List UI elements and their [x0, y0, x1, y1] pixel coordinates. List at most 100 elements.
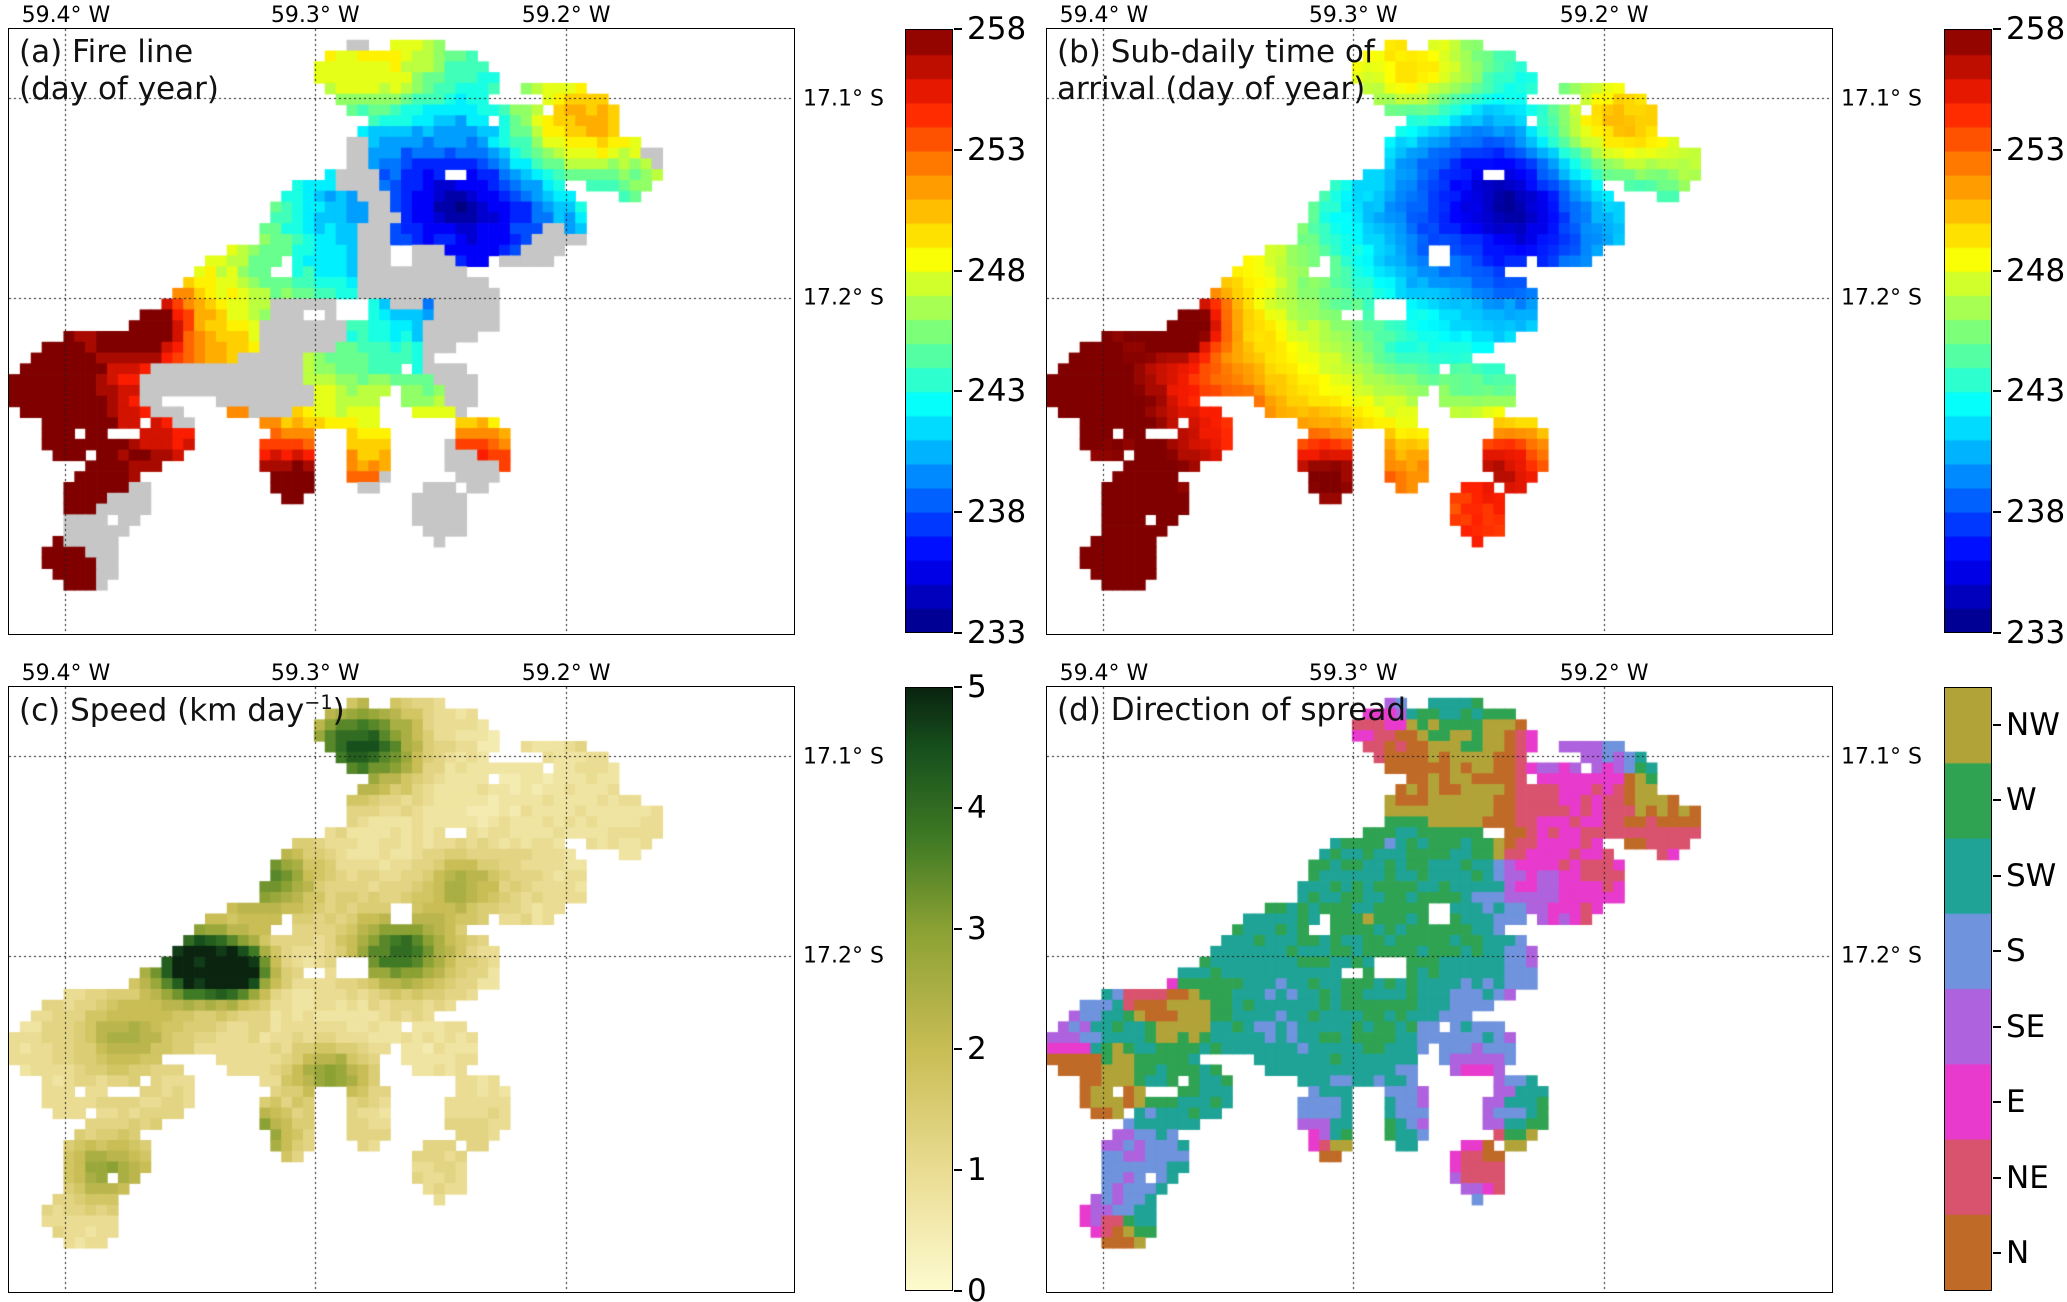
- longitude-axis: 59.4° W 59.3° W 59.2° W: [1046, 660, 1830, 686]
- latitude-axis: 17.1° S 17.2° S: [1835, 686, 1935, 1293]
- direction-map-canvas: [1047, 687, 1831, 1291]
- lat-tick-label: 17.2° S: [803, 943, 884, 969]
- colorbar-tick-label: SE: [2006, 1008, 2046, 1045]
- map-plot-speed: (c) Speed (km day−1): [8, 686, 795, 1293]
- panel-a-title: (a) Fire line (day of year): [19, 34, 219, 107]
- colorbar-tick-label: 233: [2006, 615, 2066, 651]
- colorbar-tick-label: NW: [2006, 706, 2060, 743]
- panel-sub-daily-arrival: 59.4° W 59.3° W 59.2° W (b) Sub-daily time…: [1046, 2, 1922, 635]
- lon-tick-label: 59.4° W: [21, 3, 111, 28]
- colorbar-tick-mark: [1993, 390, 2001, 393]
- colorbar-tick-label: SW: [2006, 857, 2057, 894]
- colorbar-tick-mark: [1993, 148, 2001, 151]
- panel-a-title-line1: (a) Fire line: [19, 34, 194, 70]
- colorbar-day-of-year-b: 233 238 243 248 253 258: [1944, 11, 2065, 651]
- colorbar-tick-mark: [954, 806, 962, 809]
- colorbar-tick-label: 258: [2006, 11, 2066, 47]
- lon-tick-label: 59.4° W: [21, 661, 111, 686]
- colorbar-tick-label: 5: [967, 669, 987, 705]
- colorbar-tick-mark: [954, 511, 962, 514]
- lon-tick-label: 59.4° W: [1059, 3, 1149, 28]
- colorbar-tick-label: 2: [967, 1031, 987, 1068]
- panel-a-title-line2: (day of year): [19, 70, 219, 107]
- lat-tick-label: 17.1° S: [803, 86, 884, 112]
- panel-c-title-superscript: −1: [304, 691, 333, 714]
- lon-tick-label: 59.3° W: [1308, 661, 1398, 686]
- longitude-axis: 59.4° W 59.3° W 59.2° W: [8, 660, 792, 686]
- fire-line-map-canvas: [9, 29, 793, 633]
- colorbar-tick-label: 248: [967, 252, 1027, 289]
- lat-tick-label: 17.1° S: [1841, 744, 1922, 770]
- colorbar-tick-mark: [1993, 874, 2001, 877]
- colorbar-canvas-a: [905, 29, 953, 633]
- colorbar-tick-label: 248: [2006, 252, 2066, 289]
- map-plot-fire-line: (a) Fire line (day of year): [8, 28, 795, 635]
- colorbar-direction: NW W SW S SE E NE N: [1944, 687, 2060, 1293]
- colorbar-tick-mark: [1993, 28, 2001, 30]
- colorbar-tick-label: 238: [2006, 494, 2066, 531]
- lat-tick-label: 17.2° S: [1841, 943, 1922, 969]
- colorbar-tick-label: 243: [2006, 373, 2066, 410]
- colorbar-tick-label: 253: [967, 131, 1027, 168]
- map-plot-arrival: (b) Sub-daily time of arrival (day of yea…: [1046, 28, 1833, 635]
- latitude-axis: 17.1° S 17.2° S: [1835, 28, 1935, 635]
- lon-tick-label: 59.2° W: [1559, 661, 1649, 686]
- lat-tick-label: 17.1° S: [803, 744, 884, 770]
- panel-b-title-line2: arrival (day of year): [1057, 70, 1366, 107]
- colorbar-tick-mark: [1993, 950, 2001, 953]
- colorbar-tick-mark: [1993, 269, 2001, 272]
- colorbar-tick-mark: [954, 269, 962, 272]
- colorbar-canvas-d: [1944, 687, 1992, 1291]
- panel-fire-line: 59.4° W 59.3° W 59.2° W (a) Fire line (day …: [8, 2, 884, 635]
- colorbar-tick-label: 0: [967, 1273, 987, 1302]
- colorbar-tick-mark: [954, 1048, 962, 1051]
- colorbar-tick-label: 1: [967, 1152, 987, 1189]
- panel-speed: 59.4° W 59.3° W 59.2° W (c) Speed (km day−…: [8, 660, 884, 1293]
- colorbar-tick-mark: [1993, 723, 2001, 726]
- colorbar-tick-mark: [954, 390, 962, 393]
- panel-direction: 59.4° W 59.3° W 59.2° W (d) Direction of s…: [1046, 660, 1922, 1293]
- colorbar-tick-label: 233: [967, 615, 1027, 651]
- panel-b-title: (b) Sub-daily time of arrival (day of yea…: [1057, 34, 1375, 107]
- colorbar-tick-mark: [1993, 799, 2001, 802]
- colorbar-tick-label: E: [2006, 1084, 2026, 1121]
- colorbar-tick-label: S: [2006, 933, 2026, 970]
- colorbar-tick-label: 3: [967, 910, 987, 947]
- colorbar-tick-label: 238: [967, 494, 1027, 531]
- lon-tick-label: 59.4° W: [1059, 661, 1149, 686]
- colorbar-tick-mark: [954, 686, 962, 688]
- panel-c-title-pre: (c) Speed (km day: [19, 692, 305, 729]
- colorbar-tick-label: 253: [2006, 131, 2066, 168]
- lat-tick-label: 17.2° S: [803, 285, 884, 311]
- speed-map-canvas: [9, 687, 793, 1291]
- map-plot-direction: (d) Direction of spread: [1046, 686, 1833, 1293]
- colorbar-tick-mark: [1993, 632, 2001, 634]
- colorbar-tick-mark: [1993, 1025, 2001, 1028]
- lon-tick-label: 59.3° W: [270, 661, 360, 686]
- colorbar-tick-mark: [954, 28, 962, 30]
- colorbar-tick-mark: [954, 1169, 962, 1172]
- panel-c-title: (c) Speed (km day−1): [19, 691, 345, 729]
- colorbar-tick-label: 4: [967, 789, 987, 826]
- lat-tick-label: 17.2° S: [1841, 285, 1922, 311]
- panel-b-title-line1: (b) Sub-daily time of: [1057, 34, 1375, 70]
- panel-d-title: (d) Direction of spread: [1057, 692, 1406, 729]
- colorbar-canvas-c: [905, 687, 953, 1291]
- panel-c-title-post: ): [332, 692, 345, 729]
- lon-tick-label: 59.2° W: [1559, 3, 1649, 28]
- colorbar-tick-mark: [1993, 1176, 2001, 1179]
- colorbar-speed: 0 1 2 3 4 5: [905, 669, 987, 1302]
- latitude-axis: 17.1° S 17.2° S: [797, 686, 897, 1293]
- colorbar-tick-mark: [1993, 1252, 2001, 1255]
- colorbar-tick-label: 243: [967, 373, 1027, 410]
- colorbar-day-of-year-a: 233 238 243 248 253 258: [905, 11, 1026, 651]
- lon-tick-label: 59.3° W: [270, 3, 360, 28]
- colorbar-tick-label: 258: [967, 11, 1027, 47]
- colorbar-tick-mark: [1993, 1101, 2001, 1104]
- colorbar-tick-mark: [954, 927, 962, 930]
- lon-tick-label: 59.2° W: [521, 661, 611, 686]
- colorbar-tick-mark: [954, 1290, 962, 1292]
- colorbar-tick-label: W: [2006, 782, 2037, 819]
- panel-d-title-line1: (d) Direction of spread: [1057, 692, 1406, 728]
- arrival-map-canvas: [1047, 29, 1831, 633]
